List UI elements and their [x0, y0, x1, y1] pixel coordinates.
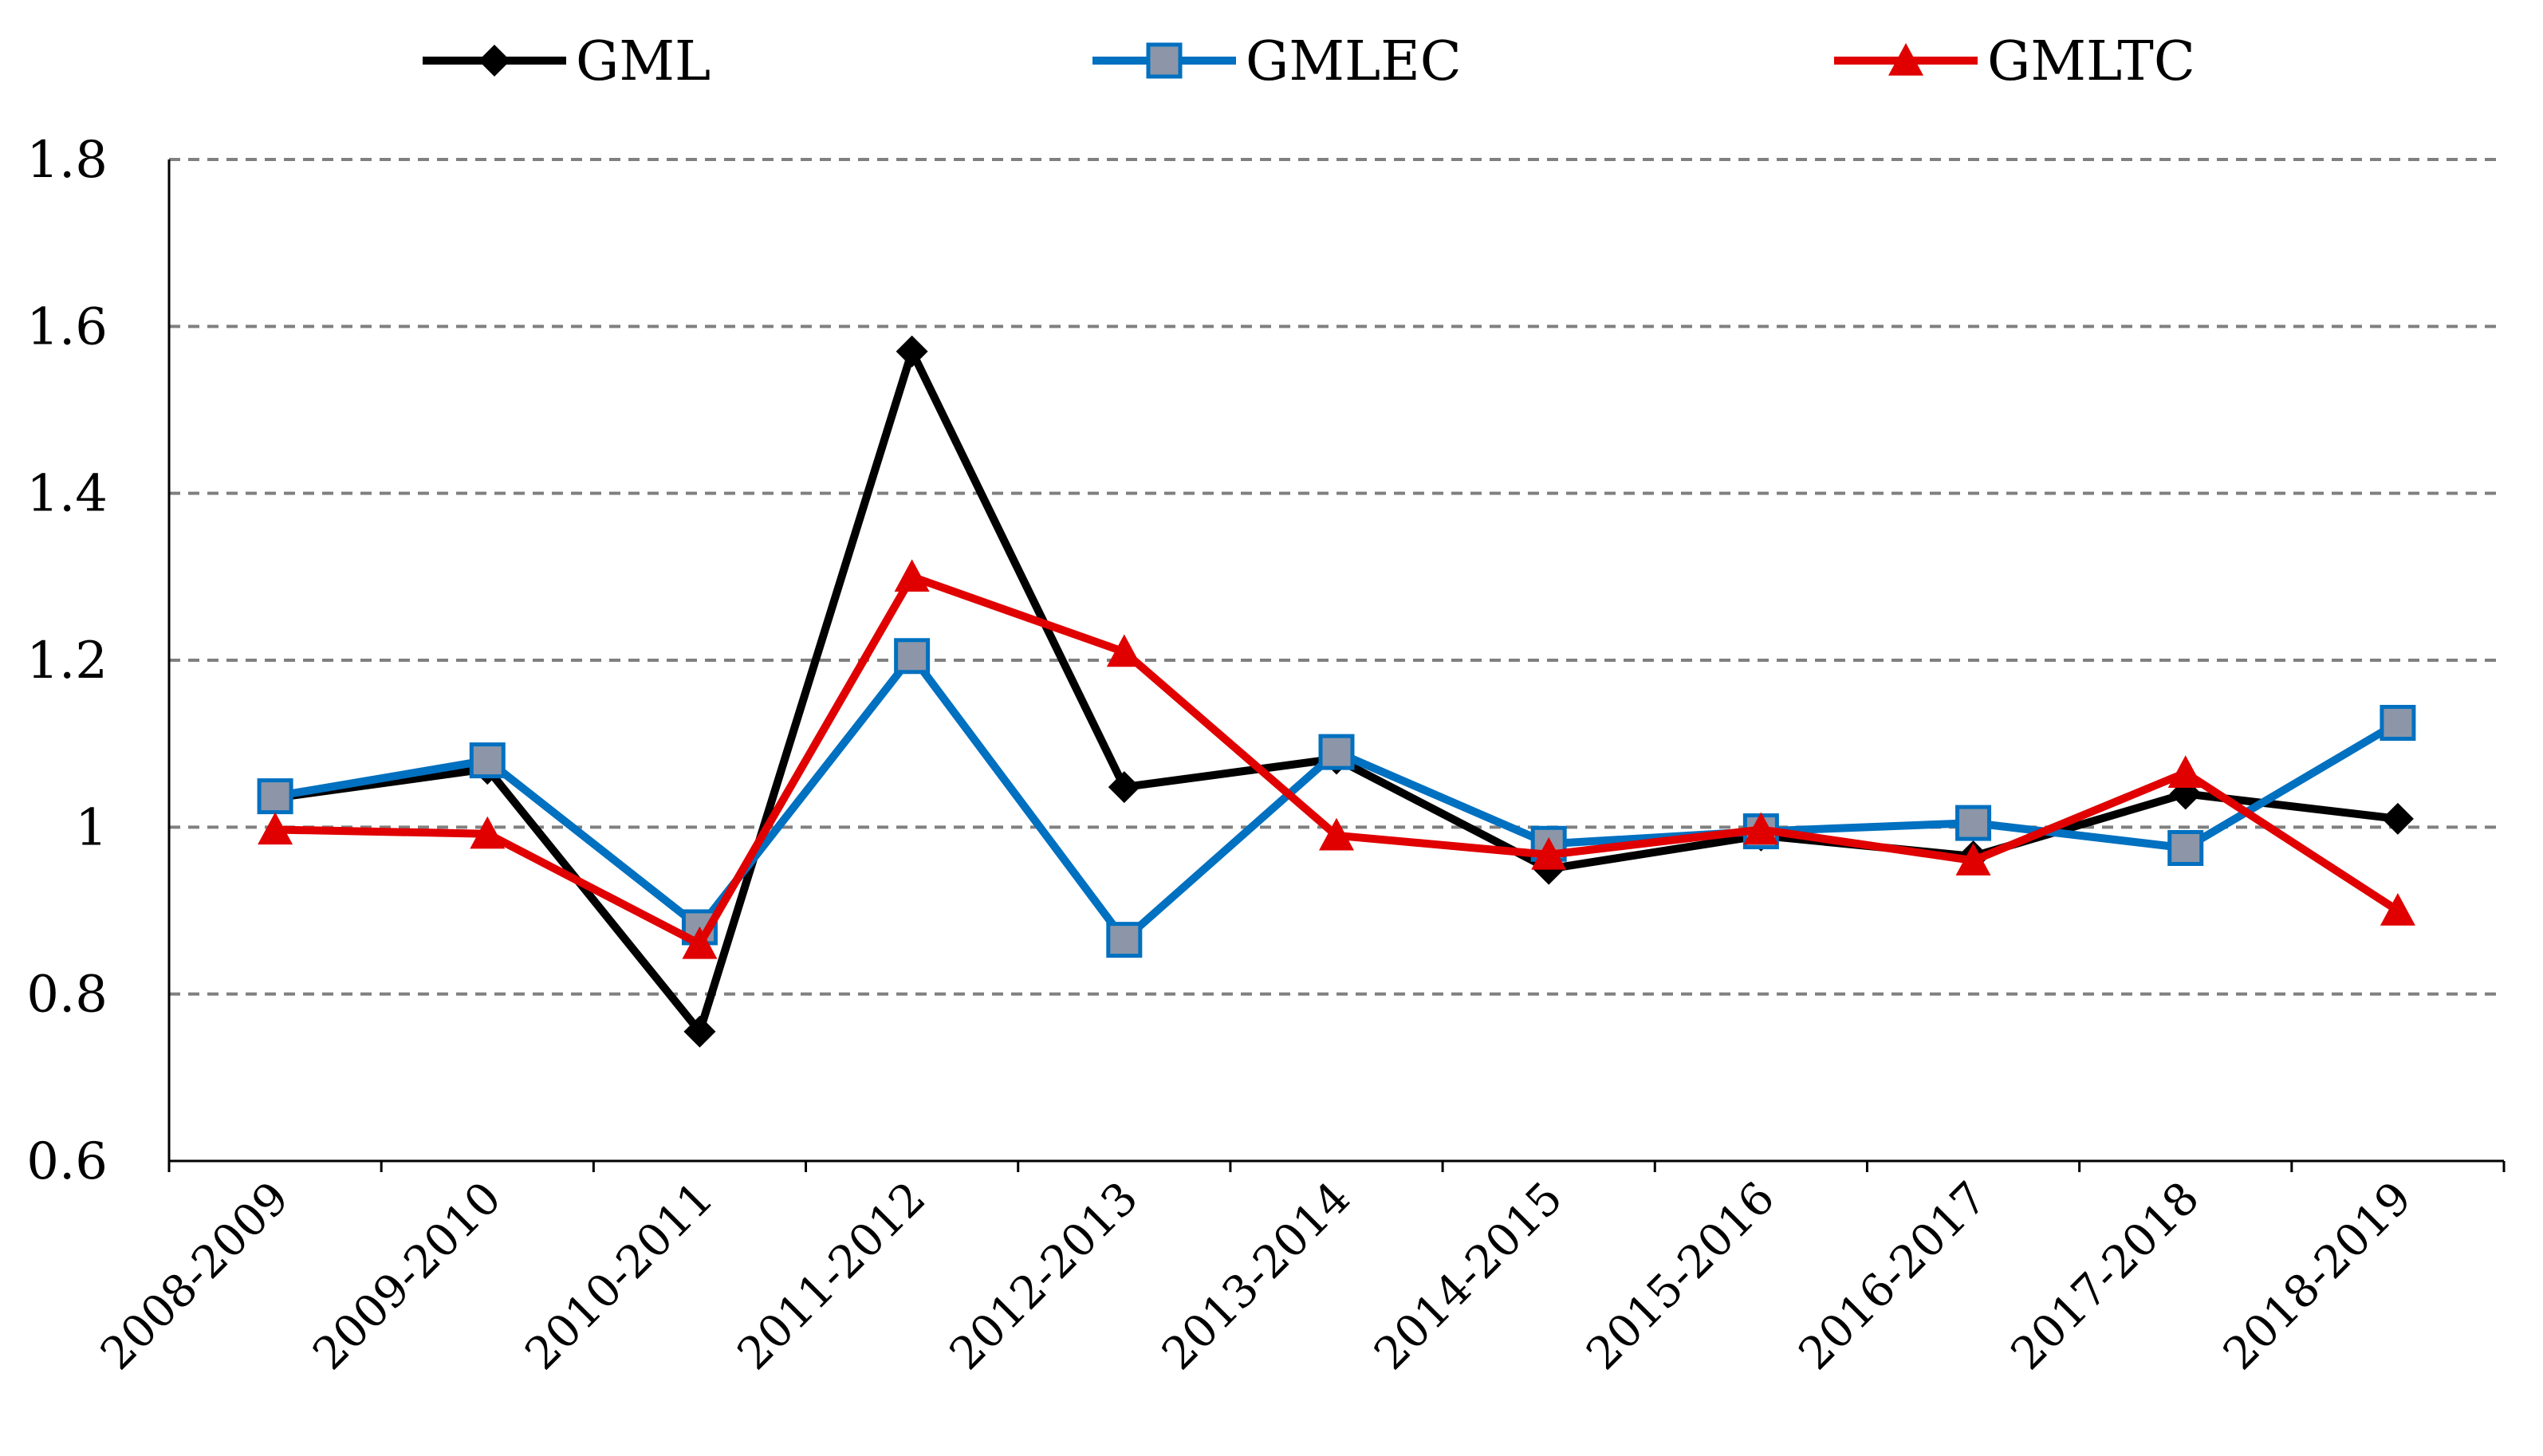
series-lines [257, 335, 2416, 1048]
x-tick-label: 2012-2013 [940, 1172, 1148, 1380]
legend-label: GMLTC [1987, 30, 2195, 93]
y-tick-label: 1.6 [26, 297, 108, 356]
data-point [1108, 771, 1140, 804]
data-point [1955, 805, 1992, 841]
data-point [894, 559, 930, 592]
x-tick-label: 2009-2010 [303, 1172, 511, 1380]
data-point [682, 926, 718, 959]
data-point [1743, 812, 1779, 845]
data-point [894, 638, 931, 675]
legend-marker [1146, 42, 1183, 79]
data-point [2380, 705, 2416, 741]
y-tick-label: 1.8 [26, 131, 108, 190]
x-tick-label: 2008-2009 [91, 1172, 299, 1380]
data-point [470, 816, 506, 849]
data-point [258, 812, 293, 845]
data-point [1318, 734, 1355, 770]
x-tick-label: 2014-2015 [1364, 1172, 1573, 1380]
y-tick-label: 1.4 [26, 465, 108, 524]
legend-label: GML [576, 30, 711, 93]
data-point [2381, 802, 2414, 835]
x-tick-label: 2016-2017 [1789, 1172, 1998, 1380]
series-line [274, 347, 2399, 1036]
data-point [257, 778, 293, 815]
data-point [469, 742, 506, 779]
data-point [1955, 843, 1991, 876]
x-tick-label: 2017-2018 [2002, 1172, 2210, 1380]
x-tick-label: 2018-2019 [2214, 1172, 2422, 1380]
y-tick-label: 1.2 [26, 632, 108, 691]
y-tick-label: 1 [75, 798, 108, 857]
legend-label: GMLEC [1246, 30, 1462, 93]
data-point [2167, 830, 2204, 866]
data-point [683, 1015, 716, 1048]
y-tick-label: 0.8 [26, 966, 108, 1025]
legend: GML GMLEC GMLTC [423, 30, 2195, 93]
series-gmltc [258, 559, 2415, 959]
axes [167, 159, 2506, 1172]
series-gmlec [257, 638, 2416, 958]
x-tick-label: 2010-2011 [515, 1172, 723, 1380]
x-tick-label: 2011-2012 [728, 1172, 936, 1380]
data-point [1106, 634, 1142, 667]
legend-marker [1888, 43, 1923, 76]
data-point [2380, 893, 2415, 926]
data-point [2167, 755, 2203, 788]
x-tick-labels: 2008-2009 2009-2010 2010-2011 2011-2012 2012… [91, 1172, 2422, 1380]
data-point [1531, 836, 1567, 870]
data-point [896, 335, 928, 368]
data-point [1106, 922, 1143, 958]
gridlines [169, 158, 2504, 996]
legend-item-gml: GML [423, 30, 711, 93]
data-point [1319, 817, 1354, 851]
series-gml [259, 335, 2414, 1048]
legend-item-gmlec: GMLEC [1092, 30, 1462, 93]
legend-item-gmltc: GMLTC [1834, 30, 2195, 93]
y-tick-label: 0.6 [26, 1132, 108, 1191]
y-tick-labels: 0.6 0.8 1 1.2 1.4 1.6 1.8 [26, 131, 108, 1191]
x-tick-label: 2015-2016 [1577, 1172, 1785, 1380]
legend-marker [478, 45, 510, 77]
x-tick-label: 2013-2014 [1152, 1172, 1360, 1380]
